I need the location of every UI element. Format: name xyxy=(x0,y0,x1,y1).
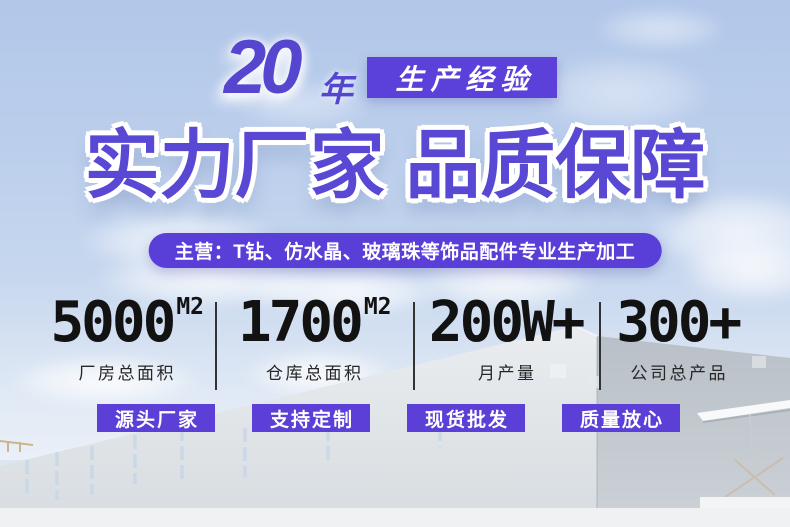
stats-row: 5000 M2 厂房总面积 1700 M2 仓库总面积 200W+ 月产量 30… xyxy=(40,290,757,390)
stat-warehouse-area: 1700 M2 仓库总面积 xyxy=(217,290,413,390)
cloud xyxy=(245,265,445,317)
loading-dock-band xyxy=(700,497,790,508)
crane-icon xyxy=(0,440,34,452)
feature-badge-quality: 质量放心 xyxy=(562,404,680,432)
stat-label: 公司总产品 xyxy=(630,364,728,384)
canopy-edge xyxy=(702,409,790,423)
cloud xyxy=(680,240,790,302)
building-window xyxy=(588,376,601,388)
wall-panel-seams xyxy=(25,408,442,500)
feature-badge-customization: 支持定制 xyxy=(252,404,370,432)
canopy-roof xyxy=(697,400,790,421)
stat-value-row: 5000 M2 xyxy=(50,290,205,355)
stat-monthly-output: 200W+ 月产量 xyxy=(415,290,599,390)
cloud xyxy=(595,8,725,50)
stat-factory-area: 5000 M2 厂房总面积 xyxy=(40,290,215,390)
building-window xyxy=(550,364,566,378)
stat-label: 仓库总面积 xyxy=(265,364,364,384)
years-number: 20 xyxy=(224,25,303,110)
crane-icon xyxy=(724,457,784,498)
building-window xyxy=(752,356,766,368)
stat-label: 月产量 xyxy=(477,364,537,384)
stat-value-row: 300+ xyxy=(616,290,742,355)
stats-divider xyxy=(599,302,602,390)
ground xyxy=(0,508,790,527)
experience-badge: 生产经验 xyxy=(367,57,557,98)
feature-badges-row: 源头厂家 支持定制 现货批发 质量放心 xyxy=(97,404,680,432)
stat-value: 200W+ xyxy=(428,290,586,355)
stat-total-products: 300+ 公司总产品 xyxy=(601,290,757,390)
cloud xyxy=(530,55,710,130)
stat-unit: M2 xyxy=(176,294,205,320)
stat-value-row: 1700 M2 xyxy=(237,290,392,355)
feature-badge-wholesale: 现货批发 xyxy=(407,404,525,432)
cloud xyxy=(235,80,370,128)
main-business-banner: 主营：T钻、仿水晶、玻璃珠等饰品配件专业生产加工 xyxy=(148,233,662,268)
stat-value: 5000 xyxy=(50,290,176,355)
stat-value: 1700 xyxy=(237,290,364,355)
feature-badge-source-factory: 源头厂家 xyxy=(97,404,215,432)
building-right-wall xyxy=(597,336,790,527)
roof-ridge xyxy=(574,325,598,337)
cloud xyxy=(10,355,200,407)
stat-unit: M2 xyxy=(363,294,392,320)
years-unit: 年 xyxy=(319,71,353,109)
canopy-cable xyxy=(749,413,754,471)
page-title: 实力厂家 品质保障 xyxy=(84,123,706,207)
stats-divider xyxy=(214,302,217,390)
stat-value: 300+ xyxy=(616,290,742,355)
stat-label: 厂房总面积 xyxy=(78,364,176,384)
stat-value-row: 200W+ xyxy=(428,290,586,355)
stats-divider xyxy=(412,302,415,390)
